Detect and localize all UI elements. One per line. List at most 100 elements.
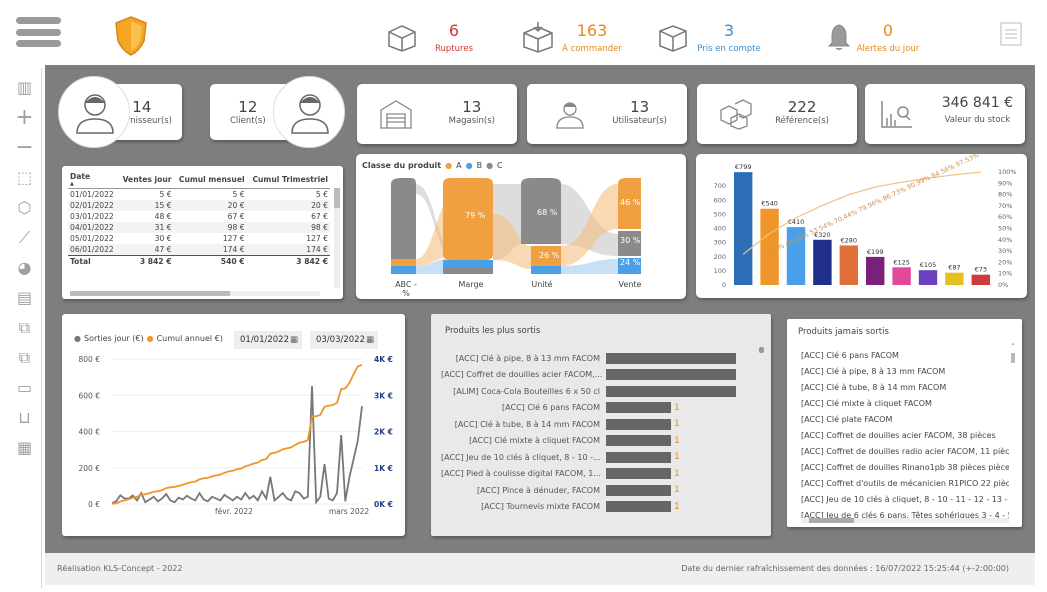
list-item[interactable]: [ACC] Clé 6 pans FACOM xyxy=(801,351,899,360)
scroll-thumb[interactable] xyxy=(1011,353,1015,363)
card-utilisateurs[interactable]: 13 Utilisateur(s) xyxy=(527,84,687,144)
calendar-icon: ▦ xyxy=(365,335,374,345)
minus-icon[interactable]: − xyxy=(15,135,34,160)
top-sold-row[interactable]: [ACC] Clé à pipe, 8 à 13 mm FACOM2 xyxy=(441,351,736,365)
list-item[interactable]: [ACC] Coffret de douilles Rinano1pb 38 p… xyxy=(801,463,1009,472)
bar-chart-icon[interactable]: ▥ xyxy=(16,78,33,97)
pareto-bar[interactable] xyxy=(866,256,885,285)
pareto-bar[interactable] xyxy=(734,172,753,285)
table-cell: 31 € xyxy=(154,223,172,232)
ribbon-unite-c xyxy=(521,178,561,244)
top-sold-row[interactable]: [ACC] Coffret de douilles acier FACOM,..… xyxy=(441,368,736,382)
col-cumul-mensuel[interactable]: Cumul mensuel xyxy=(178,175,245,184)
top-sold-row[interactable]: [ACC] Clé mixte à cliquet FACOM 1 xyxy=(441,434,680,448)
sort-asc-icon[interactable]: ▲ xyxy=(70,181,74,187)
table-row[interactable]: 06/01/2022 47 € 174 € 174 € xyxy=(68,244,330,256)
card-label: Référence(s) xyxy=(775,116,829,126)
building-icon[interactable]: ▦ xyxy=(16,438,33,457)
kpi-pris-en-compte[interactable]: 3 Pris en compte xyxy=(656,14,768,60)
col-cumul-trimestriel[interactable]: Cumul Trimestriel xyxy=(252,175,328,184)
col-label-abc: ABC - % xyxy=(395,280,417,298)
pareto-bar[interactable] xyxy=(945,272,964,285)
menu-hamburger-icon[interactable] xyxy=(16,17,61,53)
table-vertical-scrollbar[interactable] xyxy=(334,188,340,288)
bar-value-label: €125 xyxy=(893,258,910,266)
inbox-icon[interactable]: ⊔ xyxy=(18,408,31,427)
top-sold-row[interactable]: [ACC] Clé à tube, 8 à 14 mm FACOM 1 xyxy=(441,417,680,431)
box-euro-icon[interactable]: ⬡ xyxy=(17,198,32,217)
list-item[interactable]: [ACC] Clé plate FACOM xyxy=(801,415,893,424)
kpi-ruptures[interactable]: 6 Ruptures xyxy=(385,14,489,60)
y-right-tick: 4K € xyxy=(374,355,393,364)
document-icon[interactable]: ▤ xyxy=(16,288,33,307)
pareto-bar[interactable] xyxy=(892,267,911,285)
col-date[interactable]: Date ▲ xyxy=(68,171,118,189)
pct-tick-label: 20% xyxy=(998,258,1012,266)
table-horizontal-scrollbar[interactable] xyxy=(70,291,320,296)
table-row[interactable]: 05/01/2022 30 € 127 € 127 € xyxy=(68,233,330,244)
list-item[interactable]: [ACC] Jeu de 6 clés 6 pans. Têtes sphéri… xyxy=(801,511,1009,518)
list-item[interactable]: [ACC] Coffret d'outils de mécanicien R1P… xyxy=(801,479,1009,488)
card-label: Magasin(s) xyxy=(448,116,495,126)
table-cell: 98 € xyxy=(311,223,328,232)
top-sold-row[interactable]: [ACC] Jeu de 10 clés à cliquet, 8 - 10 -… xyxy=(441,450,680,464)
table-cell: 06/01/2022 xyxy=(70,245,114,254)
scroll-up-icon[interactable]: ˄ xyxy=(1011,343,1015,351)
footer-right: Date du dernier rafraîchissement des don… xyxy=(681,564,1009,573)
plus-icon[interactable]: + xyxy=(15,105,34,130)
card-value: 346 841 € xyxy=(941,95,1013,111)
top-sold-scrollbar[interactable] xyxy=(759,347,764,353)
pareto-bar[interactable] xyxy=(918,270,938,285)
pareto-bar[interactable] xyxy=(786,227,806,285)
never-sold-hscroll[interactable] xyxy=(801,518,1009,523)
tray-icon[interactable]: ▭ xyxy=(16,378,33,397)
product-bar xyxy=(606,402,671,413)
pie-chart-icon[interactable]: ◕ xyxy=(17,258,32,277)
col-label-marge: Marge xyxy=(458,280,484,289)
top-sold-row[interactable]: [ACC] Tournevis mixte FACOM 1 xyxy=(441,500,680,514)
table-row[interactable]: 04/01/2022 31 € 98 € 98 € xyxy=(68,222,330,233)
kpi-alertes[interactable]: 0 Alertes du jour xyxy=(826,14,924,60)
product-bar xyxy=(606,418,671,430)
lbl-abc-c: 85 % xyxy=(396,284,417,293)
table-cell: 5 € xyxy=(315,190,328,199)
pareto-bar[interactable] xyxy=(839,245,858,285)
card-valeur-stock[interactable]: 346 841 € Valeur du stock xyxy=(865,84,1025,144)
pareto-bar[interactable] xyxy=(813,239,832,285)
legend-dot-cumul: ● xyxy=(146,334,154,343)
copy-export-icon[interactable]: ⧉ xyxy=(18,318,31,337)
y-right-tick: 0K € xyxy=(374,500,393,509)
settings-list-icon[interactable] xyxy=(1000,22,1022,46)
table-row[interactable]: 02/01/2022 15 € 20 € 20 € xyxy=(68,200,330,211)
top-sold-row[interactable]: [ACC] Clé 6 pans FACOM 1 xyxy=(441,401,680,415)
top-sold-card: Produits les plus sortis [ACC] Clé à pip… xyxy=(431,314,771,536)
list-item[interactable]: [ACC] Clé à pipe, 8 à 13 mm FACOM xyxy=(801,367,946,376)
list-item[interactable]: [ACC] Clé mixte à cliquet FACOM xyxy=(801,399,932,408)
top-sold-row[interactable]: [ALIM] Coca-Cola Bouteilles 6 x 50 cl2 xyxy=(441,384,736,398)
lbl-vente-c: 30 % xyxy=(620,236,641,245)
box-open-icon[interactable]: ⬚ xyxy=(16,168,33,187)
table-row[interactable]: 01/01/2022 5 € 5 € 5 € xyxy=(68,189,330,201)
col-ventes-jour[interactable]: Ventes jour xyxy=(122,175,172,184)
never-sold-vscroll[interactable]: ˄ xyxy=(1010,343,1016,518)
table-row[interactable]: 03/01/2022 48 € 67 € 67 € xyxy=(68,211,330,222)
list-item[interactable]: [ACC] Coffret de douilles acier FACOM, 3… xyxy=(801,431,996,440)
chart-trend-icon[interactable]: ⟋ xyxy=(18,228,31,247)
kpi-a-commander[interactable]: 163 À commander xyxy=(520,14,628,60)
list-item[interactable]: [ACC] Jeu de 10 clés à cliquet, 8 - 10 -… xyxy=(801,495,1009,504)
list-item[interactable]: [ACC] Clé à tube, 8 à 14 mm FACOM xyxy=(801,383,947,392)
table-cell: 30 € xyxy=(154,234,172,243)
date-from-picker[interactable]: 01/01/2022 ▦ xyxy=(234,331,302,349)
pareto-bar[interactable] xyxy=(971,274,990,285)
top-sold-row[interactable]: [ACC] Pied à coulisse digital FACOM, 1..… xyxy=(441,467,680,481)
top-sold-row[interactable]: [ACC] Pince à dénuder, FACOM 1 xyxy=(441,483,680,497)
list-item[interactable]: [ACC] Coffret de douilles radio acier FA… xyxy=(801,447,1009,456)
card-references[interactable]: 222 Référence(s) xyxy=(697,84,857,144)
copy-import-icon[interactable]: ⧉ xyxy=(18,348,31,367)
left-sidebar: ▥ + − ⬚ ⬡ ⟋ ◕ ▤ ⧉ ⧉ ▭ ⊔ ▦ xyxy=(8,68,42,588)
legend-b: B xyxy=(476,161,483,170)
date-to-picker[interactable]: 03/03/2022 ▦ xyxy=(310,331,378,349)
kpi-label: Alertes du jour xyxy=(856,43,920,54)
card-magasins[interactable]: 13 Magasin(s) xyxy=(357,84,517,144)
pareto-bar[interactable] xyxy=(760,208,779,285)
